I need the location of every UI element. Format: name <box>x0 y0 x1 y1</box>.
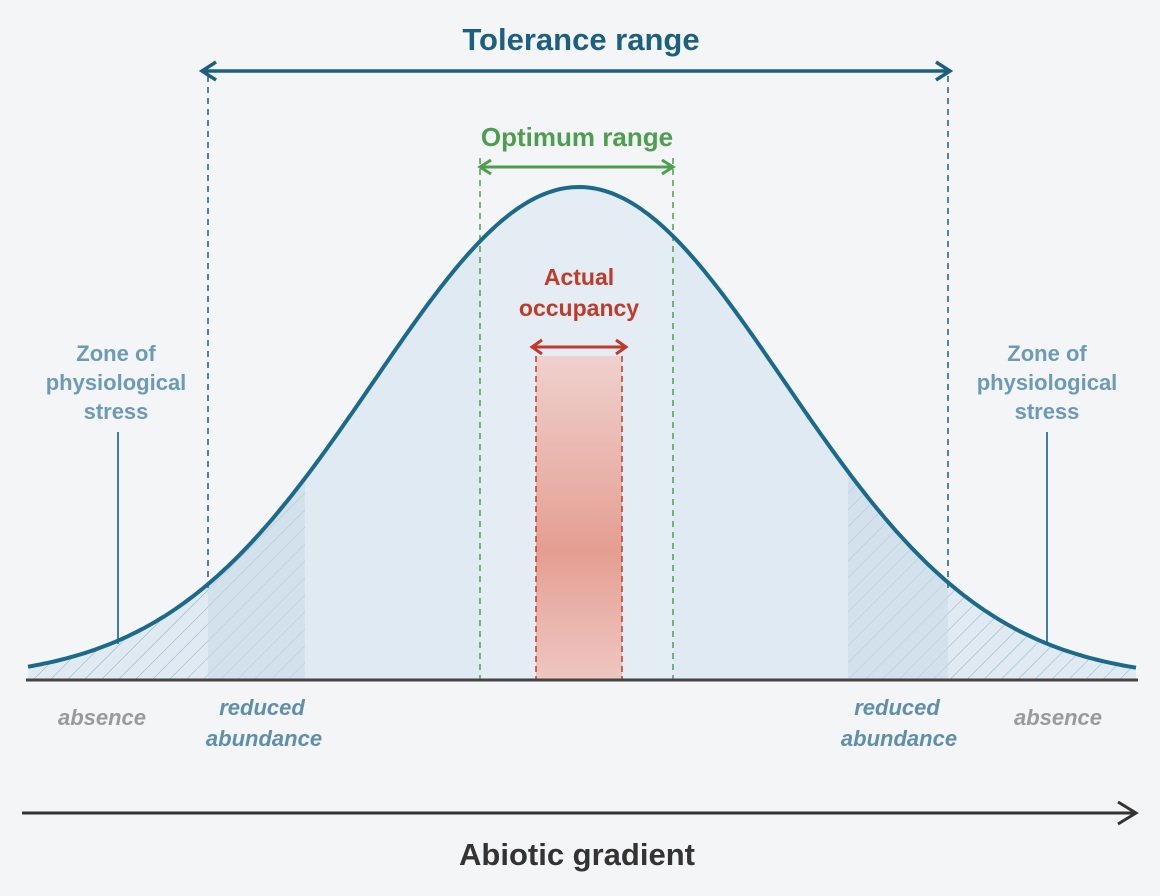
reduced-right-line-1: reduced <box>854 695 940 720</box>
absence-left-label: absence <box>58 705 146 730</box>
zone-left-line-3: stress <box>84 399 149 424</box>
reduced-right-line-2: abundance <box>841 726 957 751</box>
zone-right-line-2: physiological <box>977 370 1118 395</box>
gradient-axis-arrow <box>22 800 1139 826</box>
zone-left-line-2: physiological <box>46 370 187 395</box>
optimum-arrow <box>477 158 676 176</box>
absence-right-label: absence <box>1014 705 1102 730</box>
occupancy-arrow <box>529 338 629 356</box>
occupancy-bar <box>536 356 622 680</box>
tolerance-range-label: Tolerance range <box>462 22 699 57</box>
abiotic-gradient-label: Abiotic gradient <box>459 837 695 872</box>
optimum-range-label: Optimum range <box>481 122 673 152</box>
left-reduced-shade <box>208 187 305 680</box>
reduced-left-line-1: reduced <box>219 695 305 720</box>
zone-right-line-3: stress <box>1015 399 1080 424</box>
tolerance-arrow <box>198 60 954 82</box>
zone-left-line-1: Zone of <box>76 341 156 366</box>
actual-occupancy-label-1: Actual <box>544 264 614 290</box>
actual-occupancy-label-2: occupancy <box>519 295 639 321</box>
zone-right-line-1: Zone of <box>1007 341 1087 366</box>
performance-curve <box>27 184 1137 670</box>
right-reduced-shade <box>848 187 948 680</box>
reduced-left-line-2: abundance <box>206 726 322 751</box>
